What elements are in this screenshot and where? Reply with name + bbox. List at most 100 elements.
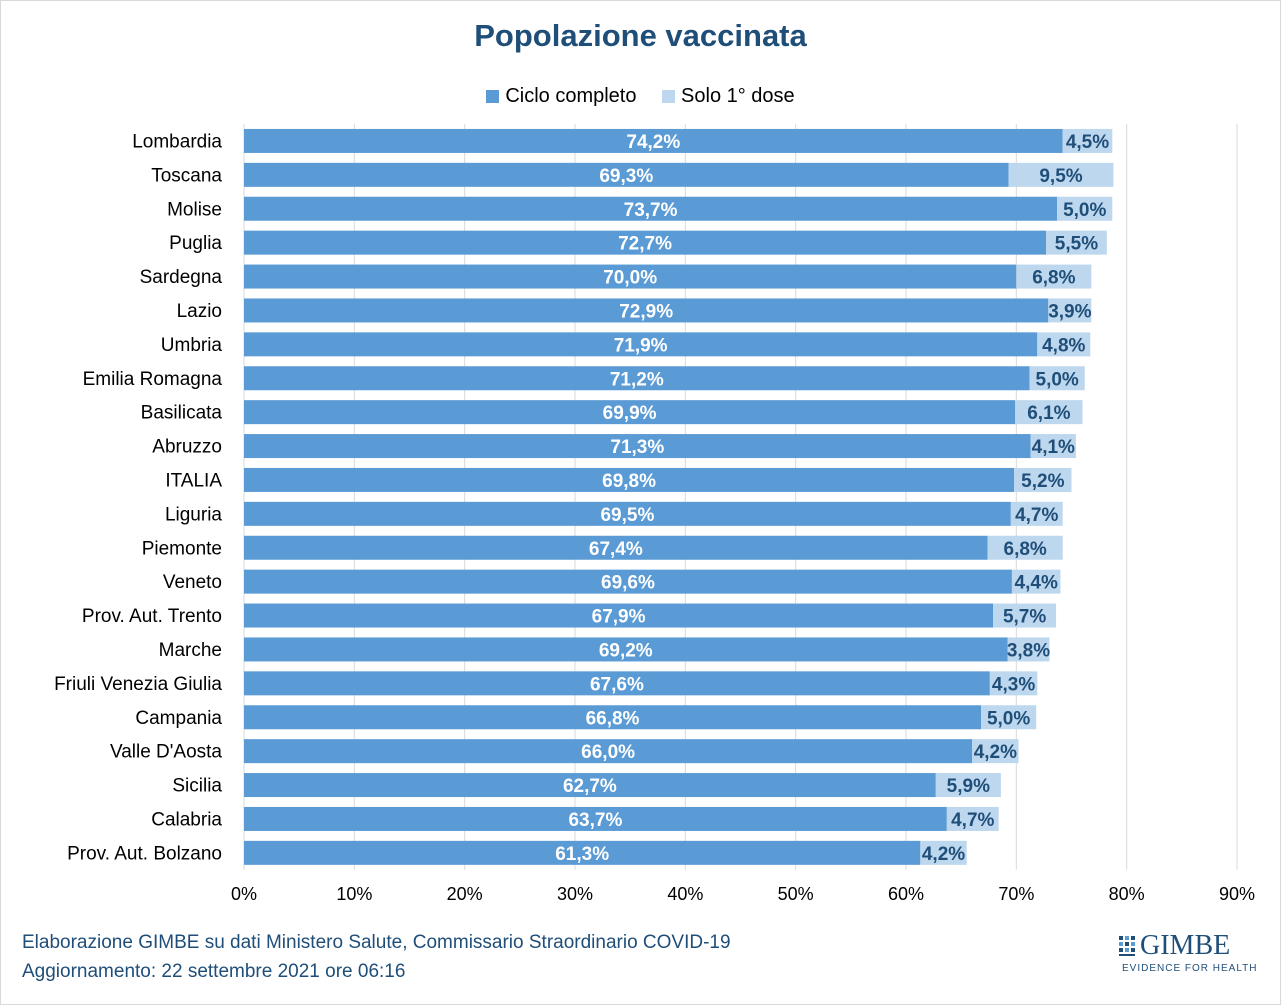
bar-ciclo-completo bbox=[244, 603, 994, 628]
category-label: ITALIA bbox=[165, 470, 222, 491]
bar-ciclo-completo bbox=[244, 535, 988, 560]
data-label-ciclo-completo: 62,7% bbox=[563, 776, 617, 797]
data-label-solo-prima-dose: 4,7% bbox=[951, 810, 994, 831]
bar-solo-prima-dose bbox=[1016, 264, 1092, 289]
bar-ciclo-completo bbox=[244, 264, 1017, 289]
x-tick-label: 80% bbox=[1109, 884, 1145, 904]
bar-ciclo-completo bbox=[244, 806, 947, 831]
data-label-ciclo-completo: 71,9% bbox=[614, 335, 668, 356]
bar-ciclo-completo bbox=[244, 162, 1009, 187]
bar-solo-prima-dose bbox=[1062, 128, 1113, 153]
category-label: Toscana bbox=[151, 165, 222, 186]
data-label-solo-prima-dose: 9,5% bbox=[1039, 166, 1082, 187]
category-label: Veneto bbox=[163, 572, 222, 593]
bar-ciclo-completo bbox=[244, 366, 1030, 391]
data-label-solo-prima-dose: 5,0% bbox=[1063, 200, 1106, 221]
data-label-solo-prima-dose: 4,3% bbox=[992, 674, 1035, 695]
category-label: Friuli Venezia Giulia bbox=[54, 674, 222, 695]
bar-solo-prima-dose bbox=[1007, 637, 1050, 662]
data-label-ciclo-completo: 69,8% bbox=[602, 471, 656, 492]
data-label-ciclo-completo: 66,8% bbox=[586, 708, 640, 729]
logo-tagline: EVIDENCE FOR HEALTH bbox=[1122, 963, 1258, 974]
data-label-ciclo-completo: 71,2% bbox=[610, 369, 664, 390]
bar-solo-prima-dose bbox=[987, 535, 1063, 560]
bar-ciclo-completo bbox=[244, 230, 1047, 255]
data-label-solo-prima-dose: 5,2% bbox=[1021, 471, 1064, 492]
bar-ciclo-completo bbox=[244, 400, 1016, 425]
bar-ciclo-completo bbox=[244, 671, 990, 696]
chart-title: Popolazione vaccinata bbox=[474, 18, 807, 53]
data-label-solo-prima-dose: 4,4% bbox=[1015, 573, 1058, 594]
data-label-ciclo-completo: 74,2% bbox=[626, 132, 680, 153]
x-tick-label: 50% bbox=[778, 884, 814, 904]
category-label: Piemonte bbox=[142, 538, 222, 559]
footer-org: Elaborazione GIMBE bbox=[22, 932, 200, 953]
data-label-ciclo-completo: 63,7% bbox=[568, 810, 622, 831]
data-label-ciclo-completo: 69,3% bbox=[599, 166, 653, 187]
bar-chart: 0% 10% 20% 30% 40% 50% 60% 70% 80% 90% Lombardia 74… bbox=[54, 124, 1255, 904]
data-label-solo-prima-dose: 3,8% bbox=[1007, 640, 1050, 661]
data-label-ciclo-completo: 72,7% bbox=[618, 234, 672, 255]
data-label-solo-prima-dose: 5,5% bbox=[1055, 234, 1098, 255]
legend-label-series1: Ciclo completo bbox=[505, 85, 637, 107]
data-label-solo-prima-dose: 5,0% bbox=[987, 708, 1030, 729]
bar-ciclo-completo bbox=[244, 467, 1015, 492]
category-label: Marche bbox=[159, 640, 222, 661]
legend-label-series2: Solo 1° dose bbox=[681, 85, 795, 107]
legend-item-solo-prima-dose: Solo 1° dose bbox=[662, 85, 795, 108]
bar-ciclo-completo bbox=[244, 434, 1031, 459]
category-label: Liguria bbox=[165, 504, 222, 525]
x-tick-label: 30% bbox=[557, 884, 593, 904]
category-label: Abruzzo bbox=[152, 437, 222, 458]
category-label: Prov. Aut. Bolzano bbox=[67, 843, 222, 864]
bar-ciclo-completo bbox=[244, 501, 1011, 526]
data-label-solo-prima-dose: 5,0% bbox=[1036, 369, 1079, 390]
x-tick-label: 0% bbox=[231, 884, 257, 904]
category-label: Emilia Romagna bbox=[83, 369, 223, 390]
footer-source: Elaborazione GIMBE su dati Ministero Sal… bbox=[22, 932, 731, 954]
bar-ciclo-completo bbox=[244, 128, 1063, 153]
legend-swatch-series1 bbox=[486, 90, 500, 103]
bar-solo-prima-dose bbox=[1010, 501, 1063, 526]
category-label: Puglia bbox=[169, 233, 222, 254]
data-label-ciclo-completo: 61,3% bbox=[555, 844, 609, 865]
x-tick-label: 10% bbox=[336, 884, 372, 904]
x-tick-label: 70% bbox=[998, 884, 1034, 904]
category-label: Lombardia bbox=[132, 131, 222, 152]
data-label-ciclo-completo: 67,4% bbox=[589, 539, 643, 560]
data-label-ciclo-completo: 67,6% bbox=[590, 674, 644, 695]
category-label: Calabria bbox=[151, 809, 222, 830]
bar-ciclo-completo bbox=[244, 705, 982, 730]
data-label-solo-prima-dose: 4,2% bbox=[922, 844, 965, 865]
data-label-ciclo-completo: 72,9% bbox=[619, 301, 673, 322]
category-label: Molise bbox=[167, 199, 222, 220]
data-label-ciclo-completo: 73,7% bbox=[624, 200, 678, 221]
bar-solo-prima-dose bbox=[946, 806, 999, 831]
bar-solo-prima-dose bbox=[1015, 400, 1083, 425]
bar-solo-prima-dose bbox=[1030, 434, 1076, 459]
data-label-ciclo-completo: 69,6% bbox=[601, 573, 655, 594]
bar-solo-prima-dose bbox=[1014, 467, 1072, 492]
bar-solo-prima-dose bbox=[1057, 196, 1113, 221]
bar-solo-prima-dose bbox=[1037, 332, 1091, 357]
data-label-ciclo-completo: 69,2% bbox=[599, 640, 653, 661]
data-label-solo-prima-dose: 4,8% bbox=[1042, 335, 1085, 356]
category-label: Umbria bbox=[161, 335, 223, 356]
bar-solo-prima-dose bbox=[993, 603, 1057, 628]
bar-solo-prima-dose bbox=[935, 773, 1001, 798]
data-label-solo-prima-dose: 6,1% bbox=[1027, 403, 1070, 424]
data-label-ciclo-completo: 66,0% bbox=[581, 742, 635, 763]
x-tick-label: 90% bbox=[1219, 884, 1255, 904]
bar-ciclo-completo bbox=[244, 840, 921, 865]
data-label-ciclo-completo: 71,3% bbox=[610, 437, 664, 458]
category-label: Sardegna bbox=[140, 267, 223, 288]
bar-solo-prima-dose bbox=[1048, 298, 1092, 323]
gimbe-logo: GIMBE EVIDENCE FOR HEALTH bbox=[1118, 932, 1257, 978]
legend: Ciclo completo Solo 1° dose bbox=[0, 85, 1281, 109]
category-label: Valle D'Aosta bbox=[110, 742, 222, 763]
bar-ciclo-completo bbox=[244, 196, 1058, 221]
data-label-solo-prima-dose: 3,9% bbox=[1048, 301, 1091, 322]
logo-main: GIMBE bbox=[1118, 932, 1230, 960]
data-label-solo-prima-dose: 6,8% bbox=[1032, 268, 1075, 289]
data-label-solo-prima-dose: 4,7% bbox=[1015, 505, 1058, 526]
